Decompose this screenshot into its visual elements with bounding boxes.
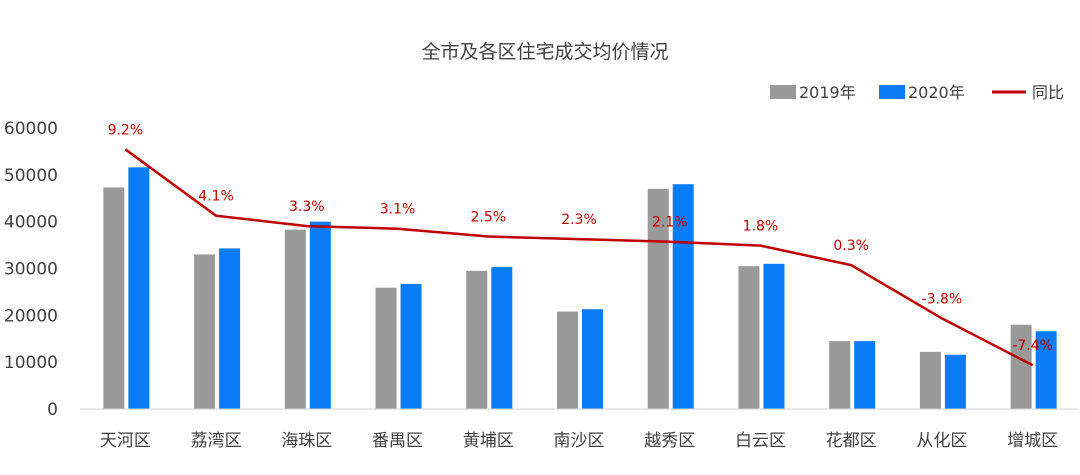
y-tick-label: 60000 <box>4 119 58 139</box>
x-tick-label: 荔湾区 <box>191 431 242 451</box>
legend-swatch <box>879 85 905 99</box>
legend-swatch <box>770 85 796 99</box>
legend: 2019年 2020年 同比 <box>770 83 1064 102</box>
bar-2019年-番禺区 <box>375 287 397 409</box>
y-tick-label: 40000 <box>4 213 58 233</box>
bar-2019年-越秀区 <box>647 188 669 409</box>
yoy-data-label: 9.2% <box>108 122 144 138</box>
bar-2019年-荔湾区 <box>194 254 216 409</box>
yoy-data-label: 0.3% <box>833 238 869 254</box>
bar-2020年-增城区 <box>1035 331 1057 409</box>
bar-2020年-越秀区 <box>672 184 694 409</box>
yoy-data-label: 2.1% <box>652 215 688 231</box>
bar-2020年-白云区 <box>763 263 785 409</box>
bar-2019年-增城区 <box>1010 324 1032 409</box>
x-tick-label: 天河区 <box>100 431 151 451</box>
yoy-labels: 9.2% 4.1% 3.3% 3.1% 2.5% 2.3% 2.1% 1.8% 0.3% -3.8… <box>108 122 1053 354</box>
bar-2020年-花都区 <box>854 341 876 409</box>
bars <box>103 167 1057 409</box>
yoy-data-label: 2.3% <box>561 212 597 228</box>
legend-label: 2019年 <box>799 83 856 102</box>
bar-2020年-荔湾区 <box>219 248 241 409</box>
x-tick-label: 黄埔区 <box>463 431 514 451</box>
bar-2020年-从化区 <box>944 354 966 409</box>
bar-2020年-黄埔区 <box>491 267 513 409</box>
x-tick-label: 花都区 <box>826 431 877 451</box>
x-tick-label: 越秀区 <box>644 431 695 451</box>
chart-title: 全市及各区住宅成交均价情况 <box>421 41 668 63</box>
legend-label: 同比 <box>1032 83 1064 102</box>
yoy-line <box>124 148 1034 367</box>
yoy-data-label: 3.3% <box>289 199 325 215</box>
y-tick-label: 0 <box>47 400 58 420</box>
bar-2019年-从化区 <box>919 351 941 409</box>
bar-2020年-南沙区 <box>582 309 603 409</box>
bar-2019年-天河区 <box>103 187 125 409</box>
x-tick-label: 增城区 <box>1007 431 1058 451</box>
bar-2020年-海珠区 <box>309 221 331 409</box>
yoy-data-label: 2.5% <box>470 210 506 226</box>
yoy-data-label: -7.4% <box>1012 338 1053 354</box>
bar-2019年-白云区 <box>738 266 760 409</box>
x-tick-label: 番禺区 <box>372 431 423 451</box>
y-tick-label: 10000 <box>4 353 58 373</box>
yoy-line-group <box>124 148 1034 367</box>
x-axis: 天河区 荔湾区 海珠区 番禺区 黄埔区 南沙区 越秀区 白云区 花都区 从化区 增城区 <box>80 408 1078 451</box>
yoy-data-label: 1.8% <box>743 219 779 235</box>
y-tick-label: 20000 <box>4 306 58 326</box>
yoy-data-label: 3.1% <box>380 202 416 218</box>
bar-2020年-番禺区 <box>400 283 422 409</box>
x-tick-label: 从化区 <box>916 431 967 451</box>
x-tick-label: 白云区 <box>735 431 786 451</box>
yoy-data-label: 4.1% <box>198 189 234 205</box>
y-axis: 0 10000 20000 30000 40000 50000 60000 <box>4 119 58 420</box>
x-tick-label: 南沙区 <box>554 431 605 451</box>
legend-label: 2020年 <box>908 83 965 102</box>
bar-2019年-南沙区 <box>557 311 578 409</box>
x-tick-label: 海珠区 <box>281 431 332 451</box>
y-tick-label: 50000 <box>4 166 58 186</box>
y-tick-label: 30000 <box>4 260 58 280</box>
bar-2019年-花都区 <box>829 341 851 409</box>
bar-2020年-天河区 <box>128 167 150 409</box>
bar-2019年-海珠区 <box>284 229 306 409</box>
bar-2019年-黄埔区 <box>466 270 488 409</box>
yoy-data-label: -3.8% <box>922 291 963 307</box>
